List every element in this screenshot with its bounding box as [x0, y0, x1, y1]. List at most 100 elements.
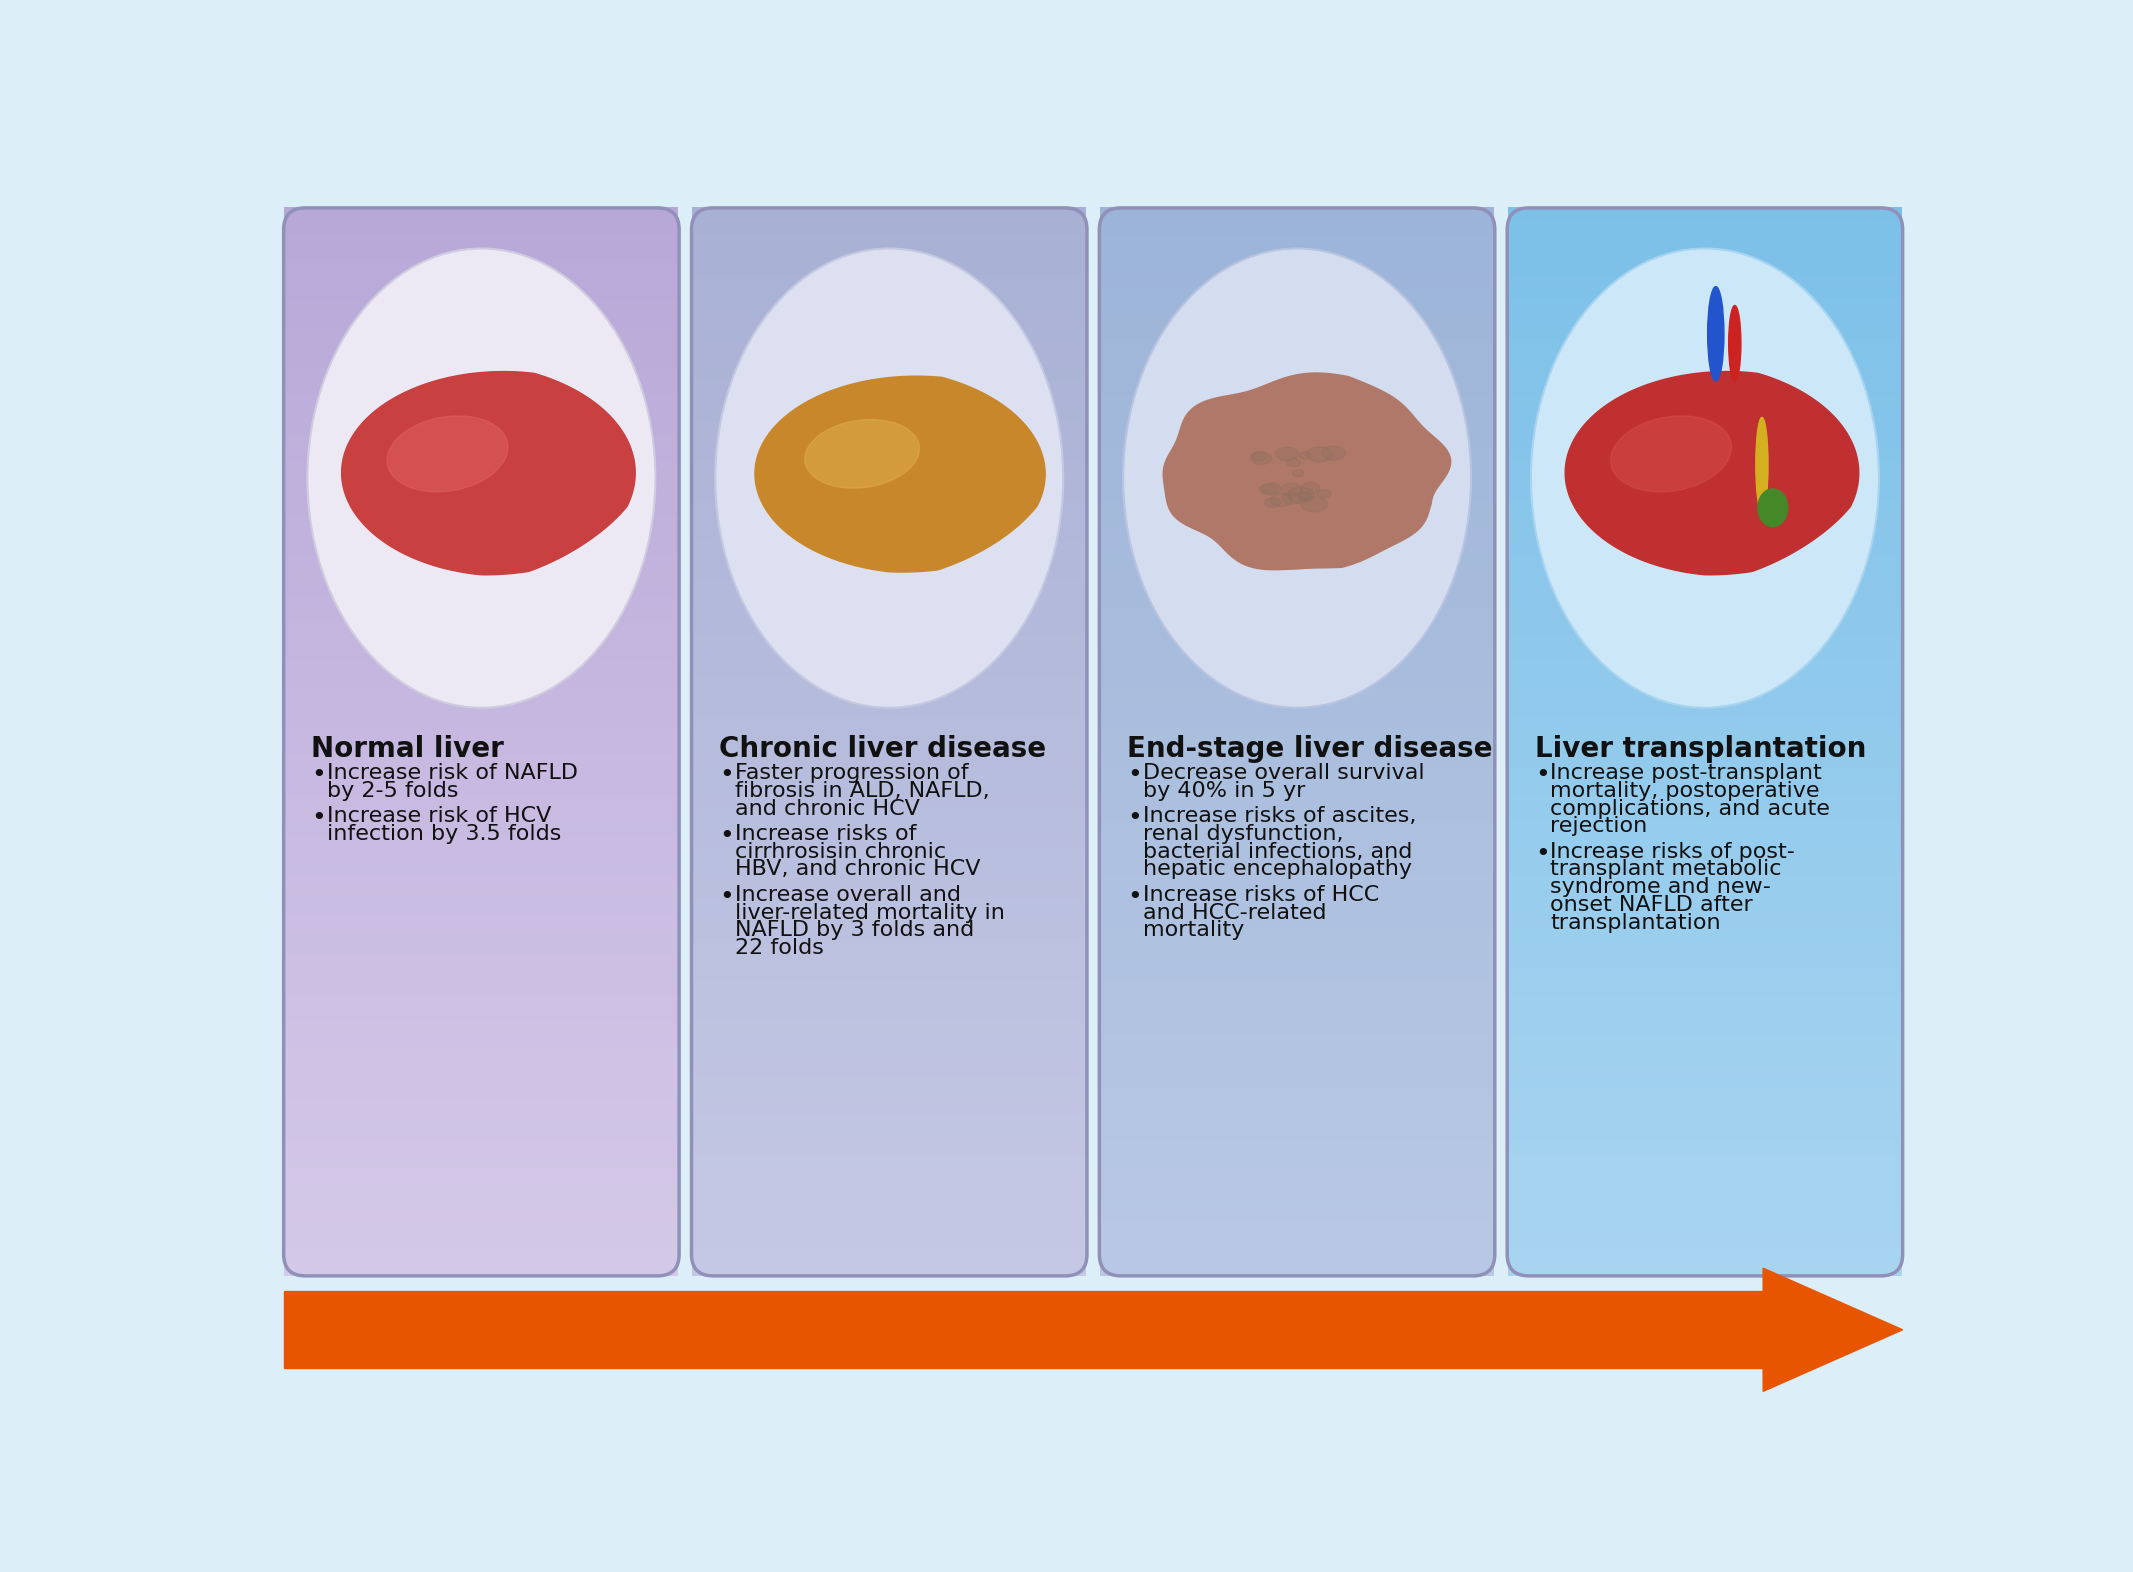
Bar — [693, 648, 1086, 662]
Bar — [1508, 660, 1903, 674]
Ellipse shape — [1276, 446, 1299, 461]
Bar — [693, 594, 1086, 608]
Bar — [1508, 1075, 1903, 1089]
Bar — [693, 407, 1086, 421]
Bar — [1508, 1195, 1903, 1209]
Ellipse shape — [386, 417, 508, 492]
Bar — [693, 220, 1086, 234]
Bar — [284, 247, 678, 261]
Bar — [693, 514, 1086, 528]
Bar — [693, 728, 1086, 742]
Ellipse shape — [1258, 484, 1276, 494]
Bar — [1508, 368, 1903, 382]
Bar — [1101, 448, 1493, 462]
Bar — [1101, 354, 1493, 368]
Ellipse shape — [1282, 483, 1301, 495]
Bar — [1508, 808, 1903, 822]
Bar — [1101, 541, 1493, 555]
Bar — [284, 1236, 678, 1250]
Bar — [284, 1182, 678, 1196]
Bar — [284, 821, 678, 835]
Bar — [284, 475, 678, 489]
Bar — [284, 861, 678, 876]
Bar — [1508, 341, 1903, 355]
Bar — [693, 954, 1086, 968]
Bar — [693, 1168, 1086, 1182]
Bar — [284, 380, 678, 395]
Bar — [284, 767, 678, 781]
Bar — [1508, 594, 1903, 608]
Text: Increase risks of post-: Increase risks of post- — [1551, 841, 1796, 861]
Bar — [693, 888, 1086, 902]
Bar — [1101, 1034, 1493, 1049]
Bar — [284, 674, 678, 689]
Bar — [1508, 274, 1903, 288]
Text: •: • — [1536, 841, 1551, 866]
Bar — [693, 1209, 1086, 1223]
Bar — [693, 1061, 1086, 1075]
Bar — [693, 1102, 1086, 1116]
Bar — [284, 808, 678, 822]
Bar — [693, 434, 1086, 448]
Bar — [693, 1221, 1086, 1236]
Bar — [1101, 767, 1493, 781]
Bar — [1101, 981, 1493, 995]
Bar — [693, 380, 1086, 395]
Ellipse shape — [1308, 446, 1333, 462]
Bar — [1101, 314, 1493, 329]
Text: End-stage liver disease: End-stage liver disease — [1126, 734, 1493, 762]
Text: by 40% in 5 yr: by 40% in 5 yr — [1143, 781, 1305, 800]
Bar — [284, 1115, 678, 1129]
Ellipse shape — [1299, 492, 1312, 500]
Bar — [693, 701, 1086, 715]
Text: mortality, postoperative: mortality, postoperative — [1551, 781, 1819, 800]
Text: Increase post-transplant: Increase post-transplant — [1551, 762, 1822, 783]
Bar — [1508, 648, 1903, 662]
Bar — [284, 874, 678, 888]
Bar — [693, 942, 1086, 956]
Bar — [1101, 1049, 1493, 1063]
Text: Decrease overall survival: Decrease overall survival — [1143, 762, 1425, 783]
Bar — [1101, 1022, 1493, 1036]
Bar — [693, 1115, 1086, 1129]
Bar — [284, 942, 678, 956]
Bar — [284, 288, 678, 302]
Bar — [1101, 300, 1493, 314]
Bar — [284, 1129, 678, 1143]
Bar — [693, 261, 1086, 275]
Bar — [1101, 555, 1493, 569]
Ellipse shape — [1755, 418, 1768, 512]
Bar — [693, 1195, 1086, 1209]
Text: bacterial infections, and: bacterial infections, and — [1143, 841, 1412, 861]
Bar — [284, 1061, 678, 1075]
Bar — [1101, 288, 1493, 302]
Bar — [284, 1209, 678, 1223]
Bar — [693, 541, 1086, 555]
Bar — [284, 501, 678, 516]
Text: HBV, and chronic HCV: HBV, and chronic HCV — [734, 860, 981, 879]
Bar — [1508, 234, 1903, 248]
Bar — [1101, 421, 1493, 435]
Bar — [284, 354, 678, 368]
Bar — [1508, 687, 1903, 701]
Text: by 2-5 folds: by 2-5 folds — [326, 781, 459, 800]
Bar — [284, 261, 678, 275]
Bar — [284, 701, 678, 715]
Ellipse shape — [1610, 417, 1732, 492]
Bar — [1101, 927, 1493, 942]
Text: •: • — [719, 824, 734, 847]
Bar — [284, 567, 678, 582]
Bar — [693, 314, 1086, 329]
Bar — [284, 1022, 678, 1036]
Ellipse shape — [1299, 451, 1312, 459]
Bar — [1508, 475, 1903, 489]
Bar — [693, 475, 1086, 489]
Bar — [284, 1155, 678, 1170]
Bar — [1508, 421, 1903, 435]
Bar — [284, 300, 678, 314]
Bar — [1101, 1221, 1493, 1236]
Bar — [693, 968, 1086, 982]
Bar — [284, 1248, 678, 1262]
Bar — [1101, 567, 1493, 582]
Text: Liver transplantation: Liver transplantation — [1536, 734, 1866, 762]
